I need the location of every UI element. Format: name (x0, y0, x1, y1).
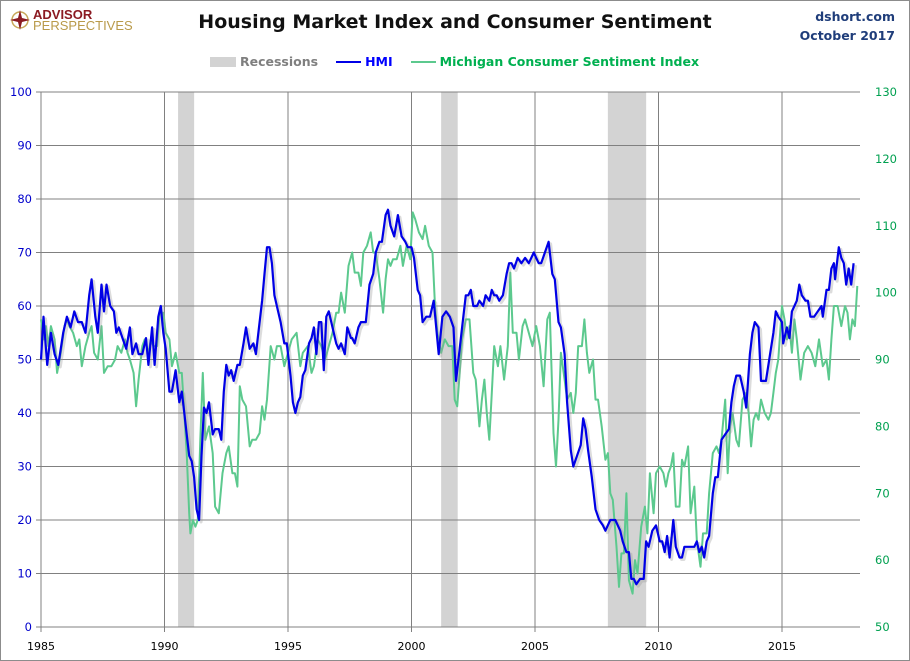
x-tick-label: 2010 (645, 640, 673, 653)
y-right-tick-label: 130 (875, 85, 897, 99)
advisor-perspectives-logo: ADVISOR PERSPECTIVES (10, 7, 133, 33)
compass-rose-icon (10, 10, 30, 30)
y-left-tick-label: 10 (17, 567, 32, 581)
x-tick-label: 2005 (521, 640, 549, 653)
y-right-tick-label: 120 (875, 152, 897, 166)
y-right-tick-label: 110 (875, 219, 897, 233)
tick-labels: 0 10 20 30 40 50 60 70 80 90 100 1985 1990 1995 2000 20… (10, 85, 897, 653)
y-left-tick-label: 0 (25, 620, 32, 634)
y-left-tick-label: 90 (17, 139, 32, 153)
source-site: dshort.com (815, 9, 895, 24)
legend-item-hmi: HMI (336, 54, 393, 69)
logo-advisor-text: ADVISOR (33, 7, 93, 22)
logo-perspectives-text: PERSPECTIVES (33, 18, 133, 33)
legend-item-sentiment: Michigan Consumer Sentiment Index (410, 54, 700, 69)
legend-swatch-sentiment (410, 60, 436, 63)
chart-title: Housing Market Index and Consumer Sentim… (198, 11, 712, 33)
legend-swatch-hmi (336, 60, 362, 63)
y-right-tick-label: 90 (875, 353, 890, 367)
y-left-tick-label: 100 (10, 85, 32, 99)
chart-legend: Recessions HMI Michigan Consumer Sentime… (210, 54, 717, 69)
x-tick-label: 2000 (398, 640, 426, 653)
series-lines (39, 208, 859, 595)
x-tick-label: 1985 (27, 640, 55, 653)
legend-label-recessions: Recessions (240, 54, 319, 69)
y-left-tick-label: 70 (17, 246, 32, 260)
y-left-tick-label: 50 (17, 353, 32, 367)
y-left-tick-label: 20 (17, 513, 32, 527)
legend-label-hmi: HMI (365, 54, 393, 69)
y-left-tick-label: 60 (17, 299, 32, 313)
y-right-tick-label: 70 (875, 486, 890, 500)
y-right-tick-label: 60 (875, 553, 890, 567)
x-tick-label: 1995 (274, 640, 302, 653)
hmi-line (39, 208, 855, 586)
y-left-tick-label: 30 (17, 460, 32, 474)
y-right-tick-label: 50 (875, 620, 890, 634)
y-right-tick-label: 100 (875, 286, 897, 300)
source-block: dshort.com October 2017 (800, 7, 895, 45)
legend-swatch-recessions (210, 56, 236, 67)
x-tick-label: 1990 (151, 640, 179, 653)
sentiment-line (40, 211, 859, 595)
y-left-tick-label: 80 (17, 192, 32, 206)
legend-item-recessions: Recessions (210, 54, 318, 69)
source-date: October 2017 (799, 28, 895, 43)
y-right-tick-label: 80 (875, 419, 890, 433)
legend-label-sentiment: Michigan Consumer Sentiment Index (439, 54, 700, 69)
y-left-tick-label: 40 (17, 406, 32, 420)
x-tick-label: 2015 (768, 640, 796, 653)
